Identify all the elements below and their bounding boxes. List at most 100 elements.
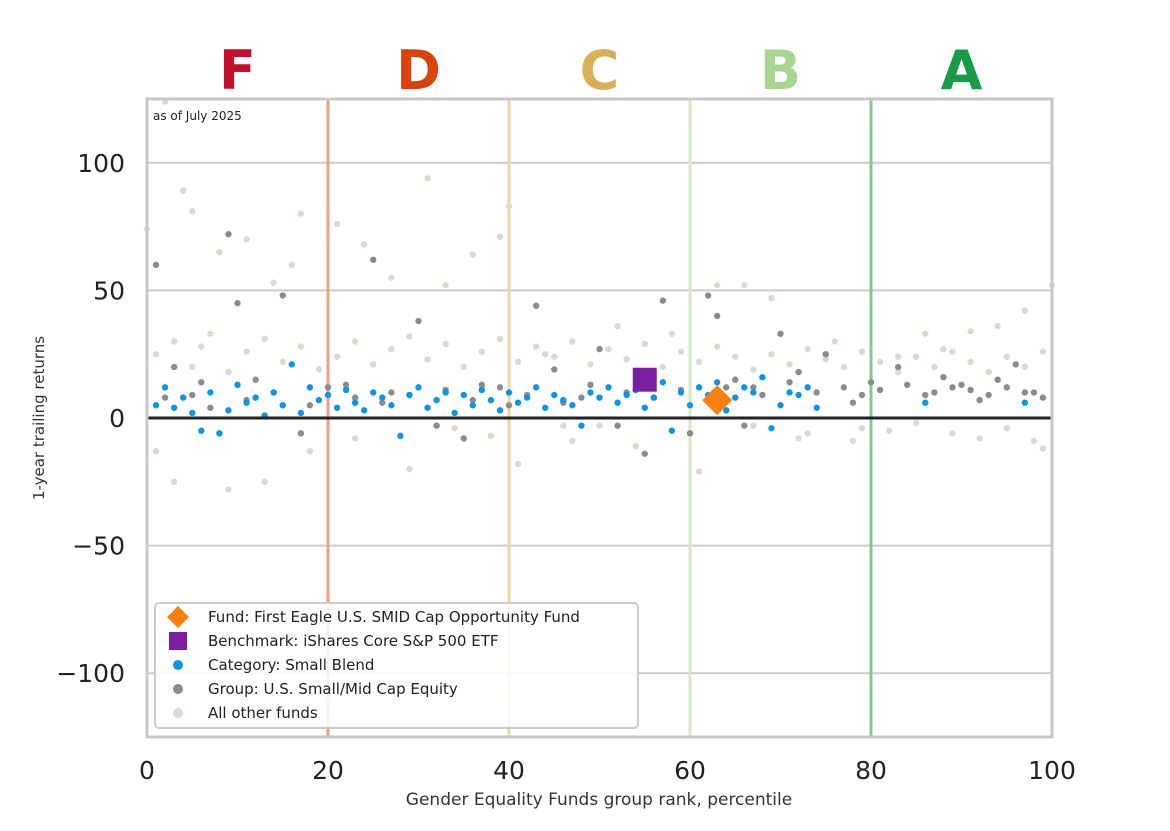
other-fund-point	[985, 368, 992, 376]
other-fund-point	[569, 338, 576, 345]
x-tick-label: 40	[493, 756, 525, 785]
other-fund-point	[1039, 445, 1047, 452]
grade-label-c: C	[580, 39, 620, 102]
legend-marker-group	[173, 684, 183, 694]
other-fund-point	[695, 468, 703, 475]
other-fund-point	[406, 333, 413, 340]
group-point	[234, 299, 241, 307]
group-point	[578, 394, 585, 401]
other-fund-point	[207, 330, 214, 337]
group-point	[342, 381, 350, 389]
group-point	[460, 435, 467, 442]
other-fund-point	[795, 435, 802, 442]
other-fund-point	[532, 343, 540, 350]
category-point	[732, 394, 739, 401]
group-point	[940, 373, 947, 381]
other-fund-point	[198, 343, 205, 350]
y-tick-label: −50	[72, 532, 125, 561]
category-point	[759, 373, 766, 381]
x-tick-label: 100	[1028, 756, 1076, 785]
group-point	[496, 384, 504, 391]
other-fund-point	[1021, 307, 1029, 315]
category-point	[170, 404, 178, 411]
other-fund-point	[370, 361, 377, 368]
other-fund-point	[804, 430, 811, 437]
category-point	[496, 407, 504, 414]
other-fund-point	[496, 233, 504, 241]
category-point	[469, 402, 476, 409]
group-point	[985, 391, 992, 399]
other-fund-point	[858, 348, 866, 355]
group-point	[741, 422, 748, 429]
category-point	[333, 404, 341, 411]
category-point	[161, 384, 169, 391]
category-point	[460, 391, 467, 399]
other-fund-point	[840, 363, 848, 371]
category-point	[542, 404, 549, 411]
category-point	[777, 402, 784, 409]
y-tick-label: 0	[109, 404, 125, 433]
category-point	[442, 389, 449, 396]
category-point	[424, 404, 431, 411]
group-point	[551, 366, 558, 373]
category-point	[713, 379, 721, 386]
other-fund-point	[569, 437, 576, 445]
category-point	[433, 396, 440, 404]
fund-point	[702, 385, 733, 416]
other-fund-point	[351, 338, 359, 345]
other-fund-point	[1003, 425, 1010, 432]
x-tick-label: 0	[139, 756, 155, 785]
group-point	[822, 351, 829, 358]
group-point	[587, 381, 594, 389]
other-fund-point	[388, 345, 395, 353]
other-fund-point	[505, 202, 513, 210]
other-fund-point	[1039, 348, 1047, 355]
group-point	[324, 384, 332, 391]
plot-frame	[145, 97, 1054, 739]
category-point	[487, 396, 495, 404]
group-point	[161, 394, 169, 401]
other-fund-point	[849, 437, 857, 445]
other-fund-point	[560, 422, 567, 429]
other-fund-point	[216, 248, 223, 256]
category-point	[605, 384, 612, 391]
benchmark-point	[632, 367, 657, 392]
other-fund-point	[225, 486, 232, 493]
category-point	[279, 402, 286, 409]
category-point	[813, 404, 820, 411]
legend-label: Group: U.S. Small/Mid Cap Equity	[208, 680, 458, 698]
group-point	[189, 391, 196, 399]
other-fund-point	[243, 348, 250, 355]
legend-label: Category: Small Blend	[208, 656, 374, 674]
category-point	[795, 391, 802, 399]
other-fund-point	[1003, 353, 1010, 360]
group-point	[225, 231, 232, 238]
category-point	[614, 399, 621, 406]
other-fund-point	[632, 442, 639, 450]
other-fund-point	[460, 363, 467, 371]
other-fund-point	[542, 351, 549, 358]
category-point	[523, 394, 531, 401]
legend-label: Fund: First Eagle U.S. SMID Cap Opportun…	[208, 608, 580, 626]
group-point	[433, 422, 440, 429]
group-point	[297, 430, 305, 437]
group-point	[659, 297, 667, 304]
group-point	[894, 363, 902, 371]
other-fund-point	[487, 432, 495, 440]
other-fund-point	[514, 460, 522, 468]
group-point	[279, 292, 286, 299]
legend-marker-fund	[167, 606, 189, 628]
other-fund-point	[469, 251, 476, 258]
annotation-text: as of July 2025	[153, 109, 242, 123]
category-point	[406, 391, 413, 399]
other-fund-point	[451, 425, 458, 432]
category-point	[180, 394, 187, 401]
category-point	[288, 361, 295, 368]
x-tick-label: 80	[855, 756, 887, 785]
x-axis-label: Gender Equality Funds group rank, percen…	[406, 790, 792, 810]
category-point	[922, 399, 929, 406]
category-point	[623, 391, 630, 399]
other-fund-point	[297, 210, 305, 218]
group-point	[469, 396, 476, 404]
category-point	[370, 389, 377, 396]
